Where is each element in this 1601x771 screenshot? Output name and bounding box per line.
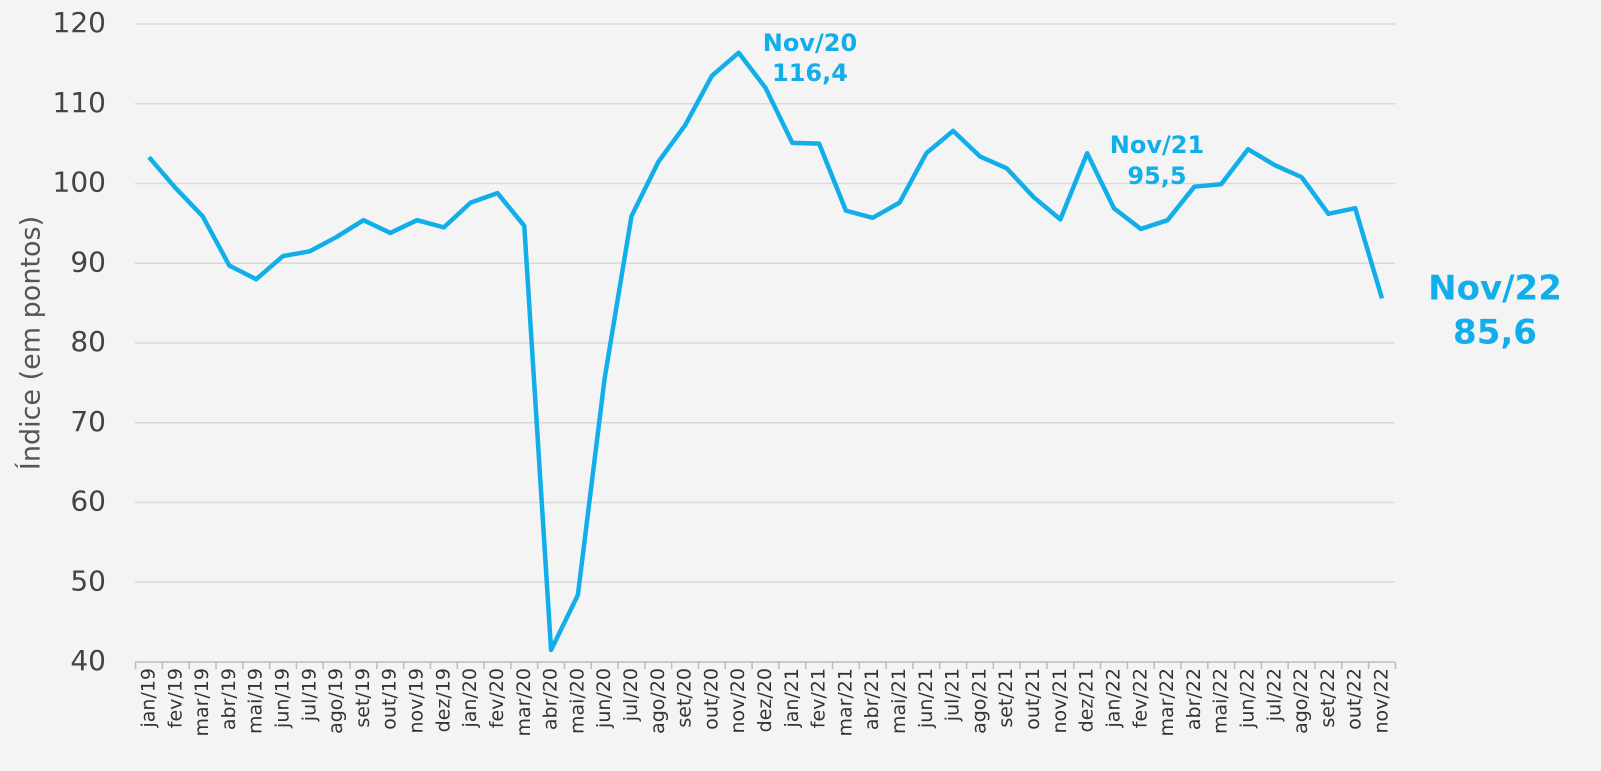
- annotation: Nov/22: [1428, 269, 1562, 309]
- x-tick-label: jun/20: [593, 668, 615, 729]
- x-tick-label: jan/22: [1102, 668, 1124, 729]
- y-tick-label: 80: [70, 325, 106, 358]
- x-tick-label: mai/21: [888, 668, 910, 734]
- x-tick-label: out/22: [1344, 668, 1366, 730]
- x-tick-label: abr/21: [861, 668, 883, 730]
- x-tick-label: mar/21: [834, 668, 856, 737]
- y-tick-label: 60: [70, 485, 106, 518]
- x-tick-label: dez/19: [432, 668, 454, 732]
- y-tick-label: 120: [53, 6, 106, 39]
- x-tick-label: jul/22: [1263, 668, 1285, 722]
- x-tick-label: fev/21: [808, 668, 830, 728]
- x-tick-label: dez/21: [1076, 668, 1098, 732]
- x-tick-label: set/19: [352, 668, 374, 728]
- x-tick-label: jan/20: [459, 668, 481, 729]
- x-tick-label: mai/19: [245, 668, 267, 734]
- x-tick-label: ago/19: [325, 668, 347, 734]
- line-series: [147, 50, 1385, 653]
- x-tick-label: jul/20: [620, 668, 642, 722]
- x-tick-label: mar/20: [513, 668, 535, 737]
- x-tick-label: jun/19: [272, 668, 294, 729]
- x-tick-label: jun/21: [915, 668, 937, 729]
- x-tick-label: abr/19: [218, 668, 240, 730]
- annotation: Nov/21: [1110, 131, 1204, 159]
- annotation: 95,5: [1127, 162, 1186, 190]
- x-tick-label: jan/21: [781, 668, 803, 729]
- y-tick-label: 70: [70, 405, 106, 438]
- x-tick-label: set/20: [674, 668, 696, 728]
- x-tick-label: jan/19: [138, 668, 160, 729]
- x-tick-label: set/22: [1317, 668, 1339, 728]
- x-tick-label: out/19: [379, 668, 401, 730]
- x-tick-label: ago/20: [647, 668, 669, 734]
- x-tick-label: mar/19: [191, 668, 213, 737]
- y-tick-label: 50: [70, 564, 106, 597]
- annotation: 116,4: [772, 59, 848, 87]
- annotation: 85,6: [1453, 313, 1537, 353]
- x-tick-label: jul/21: [942, 668, 964, 722]
- x-tick-label: nov/21: [1049, 668, 1071, 734]
- annotation: Nov/20: [763, 29, 857, 57]
- x-tick-label: nov/22: [1371, 668, 1393, 734]
- x-tick-label: fev/22: [1129, 668, 1151, 728]
- y-axis-label: Índice (em pontos): [15, 216, 47, 470]
- x-tick-label: nov/19: [406, 668, 428, 734]
- x-tick-label: mar/22: [1156, 668, 1178, 737]
- x-tick-label: abr/20: [540, 668, 562, 730]
- y-tick-label: 110: [53, 86, 106, 119]
- y-tick-label: 40: [70, 644, 106, 677]
- x-tick-label: mai/22: [1210, 668, 1232, 734]
- x-tick-label: ago/22: [1290, 668, 1312, 734]
- x-tick-label: fev/19: [164, 668, 186, 728]
- x-tick-label: fev/20: [486, 668, 508, 728]
- x-tick-label: ago/21: [968, 668, 990, 734]
- x-tick-label: nov/20: [727, 668, 749, 734]
- x-tick-label: mai/20: [566, 668, 588, 734]
- x-tick-label: abr/22: [1183, 668, 1205, 730]
- x-tick-label: jun/22: [1236, 668, 1258, 729]
- x-tick-label: dez/20: [754, 668, 776, 732]
- x-tick-label: jul/19: [298, 668, 320, 722]
- y-tick-label: 100: [53, 166, 106, 199]
- x-tick-label: set/21: [995, 668, 1017, 728]
- x-tick-label: out/20: [700, 668, 722, 730]
- y-tick-label: 90: [70, 245, 106, 278]
- x-tick-label: out/21: [1022, 668, 1044, 730]
